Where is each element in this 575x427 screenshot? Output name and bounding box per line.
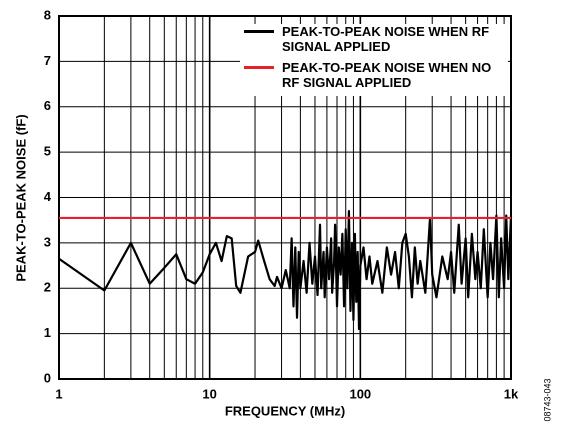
x-tick-label: 1k — [504, 386, 519, 401]
x-tick-label: 10 — [202, 386, 216, 401]
legend-entry: PEAK-TO-PEAK NOISE WHEN NO RF SIGNAL APP… — [240, 60, 508, 90]
y-tick-label: 0 — [44, 370, 51, 385]
legend-label: PEAK-TO-PEAK NOISE WHEN NO RF SIGNAL APP… — [282, 60, 492, 90]
y-tick-label: 6 — [44, 98, 51, 113]
plot-frame — [58, 15, 512, 380]
legend-swatch — [244, 30, 274, 33]
y-tick-label: 4 — [44, 189, 52, 204]
y-tick-label: 3 — [44, 234, 51, 249]
y-tick-label: 2 — [44, 280, 51, 295]
y-tick-label: 5 — [44, 144, 51, 159]
y-tick-label: 7 — [44, 53, 51, 68]
x-tick-label: 1 — [55, 386, 62, 401]
x-axis-label: FREQUENCY (MHz) — [225, 403, 345, 418]
legend-label: PEAK-TO-PEAK NOISE WHEN RF SIGNAL APPLIE… — [282, 24, 490, 54]
legend: PEAK-TO-PEAK NOISE WHEN RF SIGNAL APPLIE… — [240, 24, 508, 96]
y-tick-label: 1 — [44, 325, 51, 340]
legend-entry: PEAK-TO-PEAK NOISE WHEN RF SIGNAL APPLIE… — [240, 24, 508, 54]
y-axis-label: PEAK-TO-PEAK NOISE (fF) — [13, 114, 28, 281]
x-tick-label: 100 — [349, 386, 371, 401]
y-tick-label: 8 — [44, 7, 51, 22]
legend-swatch — [244, 66, 274, 69]
series-line — [58, 210, 513, 331]
figure-id: 08743-043 — [542, 378, 552, 421]
